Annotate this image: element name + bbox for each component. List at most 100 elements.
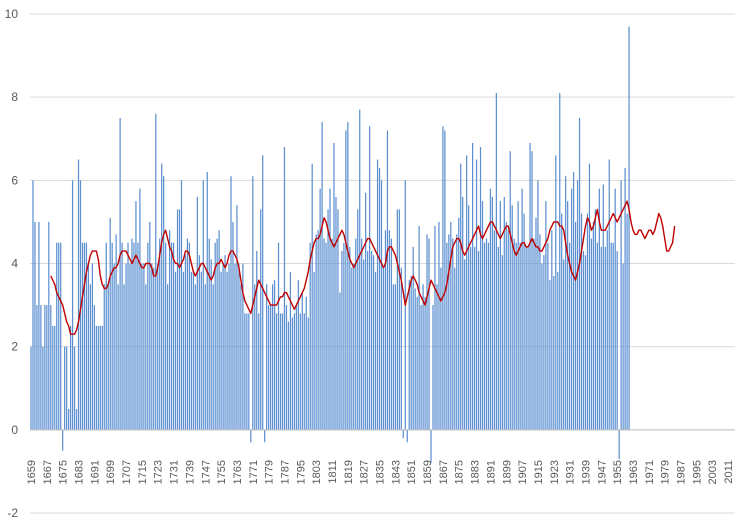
bar [588,163,591,430]
bar [268,305,270,430]
bar [388,230,391,430]
bar [113,263,115,430]
bar [48,221,50,430]
bar [228,263,230,430]
bar [236,205,238,430]
bar [337,209,339,430]
x-tick-label: 1875 [454,460,466,484]
y-tick-label: 4 [11,257,18,271]
bar [582,251,585,430]
bar [71,180,74,430]
bar [378,167,381,430]
x-tick-label: 1915 [533,460,545,484]
bar [277,242,280,430]
bar [384,230,387,430]
bar [107,284,109,430]
bar [323,238,325,430]
bar [604,246,606,430]
bar [182,271,185,430]
bar [224,255,226,430]
bar [436,284,438,430]
bar [386,130,389,430]
bar [234,263,236,430]
bar [392,284,395,430]
bar [34,221,36,430]
bar [206,172,208,430]
bar [208,238,210,430]
bar [149,221,151,430]
bar [420,305,422,430]
bar [357,209,359,430]
bar [521,188,523,430]
bar [410,275,412,430]
bar [571,188,573,430]
x-tick-label: 1675 [58,460,70,484]
bar [446,242,448,430]
bar [153,267,155,430]
bar [68,409,70,430]
bar [517,201,519,430]
bar [321,122,323,430]
x-tick-label: 1747 [200,460,212,484]
bar [576,180,579,430]
bar [511,205,513,430]
bar [541,263,543,430]
bar [468,205,470,430]
bar [30,346,32,430]
x-tick-label: 1819 [343,460,355,484]
bar [416,296,418,430]
bar [547,242,549,430]
x-tick-label: 1667 [42,460,54,484]
bar [596,242,598,430]
bar [426,234,428,430]
x-tick-label: 1763 [232,460,244,484]
bar [141,263,143,430]
bar [184,255,187,430]
bar [602,184,604,430]
bar [145,284,147,430]
bar [279,313,282,430]
bar [626,213,628,430]
bar [242,263,244,430]
bar [137,242,139,430]
bar [315,234,317,430]
bar [69,325,72,430]
x-tick-label: 1923 [549,460,561,484]
bar [578,117,581,430]
x-tick-label: 1883 [470,460,482,484]
bar [584,255,587,430]
bar [533,238,535,430]
x-tick-label: 1979 [660,460,672,484]
x-tick-label: 1723 [153,460,165,484]
bar [369,126,371,430]
bar [248,313,250,430]
bar [188,242,191,430]
x-tick-label: 1659 [26,460,38,484]
bar [172,242,175,430]
bar [376,159,379,430]
bar [293,313,295,430]
bar [42,346,44,430]
bar [553,275,555,430]
bar [507,230,509,430]
bar [157,263,159,430]
bar [38,221,40,430]
bar [66,346,68,430]
bar [226,271,228,430]
bar [62,429,64,451]
bar [281,313,284,430]
bar [440,267,442,430]
bar [238,263,240,430]
bar [495,93,497,430]
bar [101,325,103,430]
bar [133,242,135,430]
bar [32,180,34,430]
bar [129,263,131,430]
bar [398,209,400,430]
x-tick-label: 1867 [438,460,450,484]
bar [266,284,268,430]
bar [347,122,349,430]
bar [489,188,492,430]
x-tick-label: 1891 [485,460,497,484]
bar [169,230,171,430]
